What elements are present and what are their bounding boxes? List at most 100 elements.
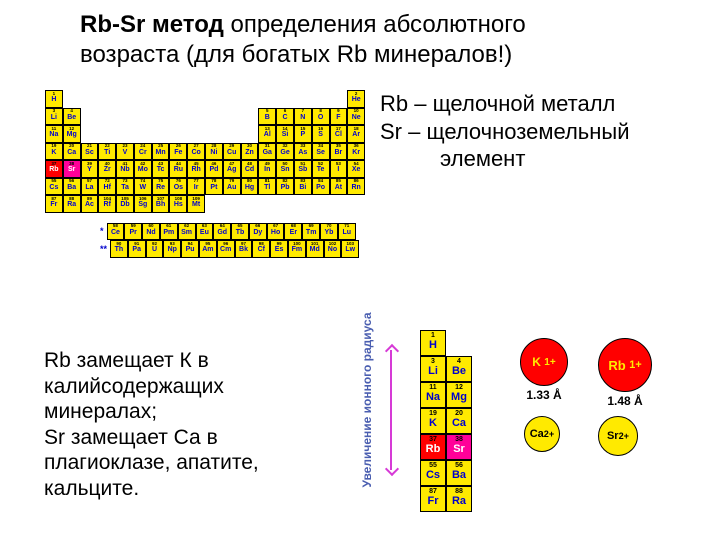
element-hf: 72Hf [98,178,116,196]
element-ga: 31Ga [258,143,276,161]
element-rb: 37Rb [45,160,63,178]
element-li: 3Li [45,108,63,126]
element-mo: 42Mo [134,160,152,178]
element-yb: 70Yb [320,223,338,241]
element-ca: 20Ca [63,143,81,161]
element-pt: 78Pt [205,178,223,196]
element-mt: 109Mt [187,195,205,213]
element-os: 76Os [169,178,187,196]
element-li: 3Li [420,356,446,382]
element-hs: 108Hs [169,195,187,213]
element-sn: 50Sn [276,160,294,178]
element-ra: 88Ra [63,195,81,213]
element-cs: 55Cs [45,178,63,196]
element-h: 1H [420,330,446,356]
periodic-table: 1H2He3Li4Be5B6C7N8O9F10Ne11Na12Mg13Al14S… [45,90,365,258]
element-db: 105Db [116,195,134,213]
element-no: 102No [324,240,342,258]
element-au: 79Au [223,178,241,196]
element-k: 19K [45,143,63,161]
element-in: 49In [258,160,276,178]
element-cf: 98Cf [252,240,270,258]
sr-desc-2: элемент [440,145,720,173]
element-bi: 83Bi [294,178,312,196]
element-ho: 67Ho [267,223,285,241]
element-sg: 106Sg [134,195,152,213]
element-y: 39Y [81,160,99,178]
element-ti: 22Ti [98,143,116,161]
element-at: 85At [330,178,348,196]
element-pb: 82Pb [276,178,294,196]
element-ba: 56Ba [63,178,81,196]
element-si: 14Si [276,125,294,143]
element-bk: 97Bk [235,240,253,258]
element-sr: 38Sr [446,434,472,460]
element-u: 92U [146,240,164,258]
sr-ion: Sr2+ [598,416,638,456]
ca-ion: Ca2+ [524,416,560,456]
element-pa: 91Pa [128,240,146,258]
k-ion: K 1+ 1.33 Å [520,338,568,408]
element-nd: 60Nd [142,223,160,241]
element-ta: 73Ta [116,178,134,196]
title-line2: возраста (для богатых Rb минералов!) [80,41,512,68]
element-cu: 29Cu [223,143,241,161]
element-al: 13Al [258,125,276,143]
element-br: 35Br [330,143,348,161]
element-be: 4Be [446,356,472,382]
element-sm: 62Sm [178,223,196,241]
element-dy: 66Dy [249,223,267,241]
element-mg: 12Mg [63,125,81,143]
element-tc: 43Tc [152,160,170,178]
element-hg: 80Hg [241,178,259,196]
element-sc: 21Sc [81,143,99,161]
element-se: 34Se [312,143,330,161]
element-na: 11Na [45,125,63,143]
element-ca: 20Ca [446,408,472,434]
element-ir: 77Ir [187,178,205,196]
element-tl: 81Tl [258,178,276,196]
element-h: 1H [45,90,63,108]
element-gd: 64Gd [213,223,231,241]
element-cl: 17Cl [330,125,348,143]
element-xe: 54Xe [347,160,365,178]
slide-title: Rb-Sr метод определения абсолютного возр… [80,10,680,70]
ion-diagram: K 1+ 1.33 Å Rb 1+ 1.48 Å Ca2+ Sr2+ [520,338,652,464]
element-cs: 55Cs [420,460,446,486]
element-ni: 28Ni [205,143,223,161]
element-ba: 56Ba [446,460,472,486]
element-am: 95Am [199,240,217,258]
element-cr: 24Cr [134,143,152,161]
element-mg: 12Mg [446,382,472,408]
element-ru: 44Ru [169,160,187,178]
element-cm: 96Cm [217,240,235,258]
element-rb: 37Rb [420,434,446,460]
element-po: 84Po [312,178,330,196]
element-lw: 103Lw [341,240,359,258]
element-lu: 71Lu [338,223,356,241]
title-rest: определения абсолютного [224,11,526,38]
element-eu: 63Eu [196,223,214,241]
rb-desc: Rb – щелочной металл [380,90,720,118]
element-sb: 51Sb [294,160,312,178]
element-ne: 10Ne [347,108,365,126]
rb-ion: Rb 1+ 1.48 Å [598,338,652,408]
element-ce: 58Ce [107,223,125,241]
element-kr: 36Kr [347,143,365,161]
element-fr: 87Fr [45,195,63,213]
element-np: 93Np [163,240,181,258]
element-fm: 100Fm [288,240,306,258]
element-ag: 47Ag [223,160,241,178]
element-zr: 40Zr [98,160,116,178]
element-la: 57La [81,178,99,196]
element-p: 15P [294,125,312,143]
element-nb: 41Nb [116,160,134,178]
element-co: 27Co [187,143,205,161]
ionic-radius-axis-label: Увеличение ионного радиуса [360,300,374,500]
element-as: 33As [294,143,312,161]
radius-arrow [390,350,392,470]
element-zn: 30Zn [241,143,259,161]
element-i: 53I [330,160,348,178]
element-pm: 61Pm [160,223,178,241]
title-bold: Rb-Sr метод [80,11,224,38]
